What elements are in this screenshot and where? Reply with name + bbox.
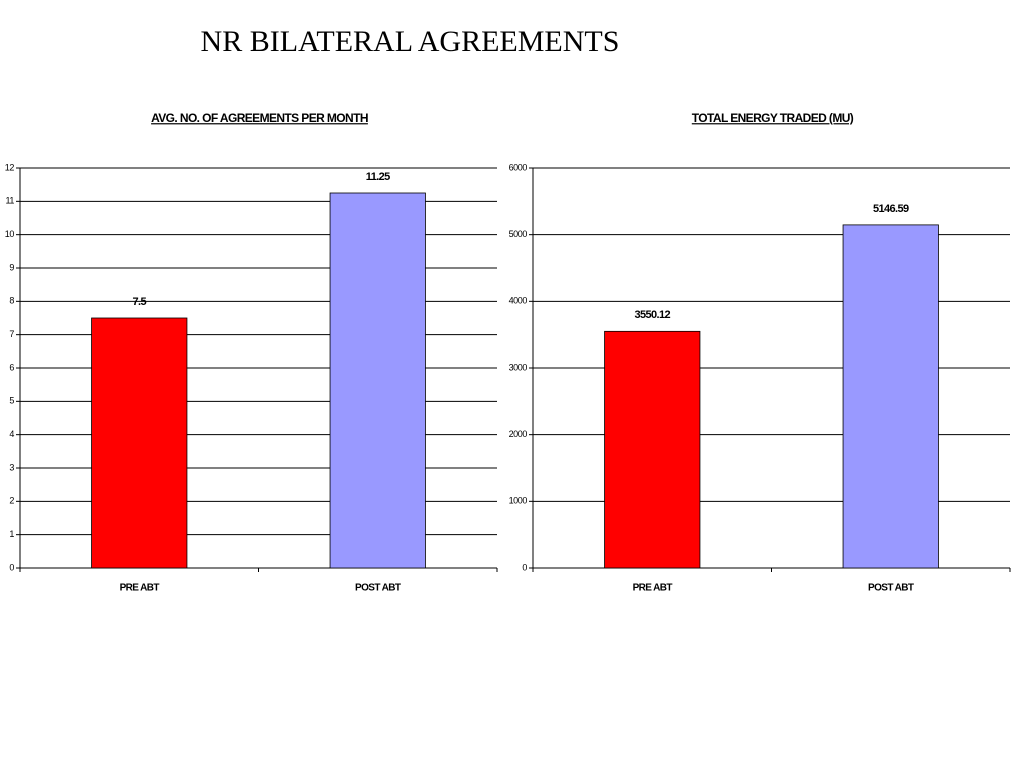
- value-label: 11.25: [366, 171, 390, 183]
- y-tick-label: 3000: [509, 362, 528, 372]
- y-tick-label: 6: [9, 362, 14, 372]
- x-tick-label: PRE ABT: [633, 583, 673, 594]
- value-label: 7.5: [133, 296, 147, 308]
- chart-title: TOTAL ENERGY TRADED (MU): [692, 111, 854, 125]
- x-tick-label: POST ABT: [868, 583, 914, 594]
- bar: [842, 224, 939, 569]
- chart-title: AVG. NO. OF AGREEMENTS PER MONTH: [151, 111, 368, 125]
- bar: [91, 317, 188, 569]
- page-title: NR BILATERAL AGREEMENTS: [201, 25, 620, 58]
- bar: [604, 330, 701, 569]
- y-tick-label: 10: [5, 229, 15, 239]
- y-tick-label: 0: [522, 562, 527, 572]
- y-tick-label: 12: [5, 162, 15, 172]
- y-tick-label: 5: [9, 396, 14, 406]
- value-label: 3550.12: [634, 309, 670, 321]
- bar: [329, 192, 426, 569]
- y-tick-label: 0: [9, 562, 14, 572]
- y-tick-label: 7: [9, 329, 14, 339]
- x-tick-label: PRE ABT: [120, 583, 160, 594]
- x-tick-label: POST ABT: [355, 583, 401, 594]
- y-tick-label: 5000: [509, 229, 528, 239]
- y-tick-label: 11: [5, 196, 14, 206]
- y-tick-label: 2000: [509, 429, 528, 439]
- y-tick-label: 1000: [509, 496, 528, 506]
- y-tick-label: 4: [9, 429, 14, 439]
- y-tick-label: 4000: [509, 296, 528, 306]
- y-tick-label: 1: [9, 529, 14, 539]
- y-tick-label: 8: [9, 296, 14, 306]
- value-label: 5146.59: [873, 203, 909, 215]
- y-tick-label: 6000: [509, 162, 528, 172]
- y-tick-label: 3: [9, 462, 14, 472]
- y-tick-label: 2: [9, 496, 14, 506]
- y-tick-label: 9: [9, 262, 14, 272]
